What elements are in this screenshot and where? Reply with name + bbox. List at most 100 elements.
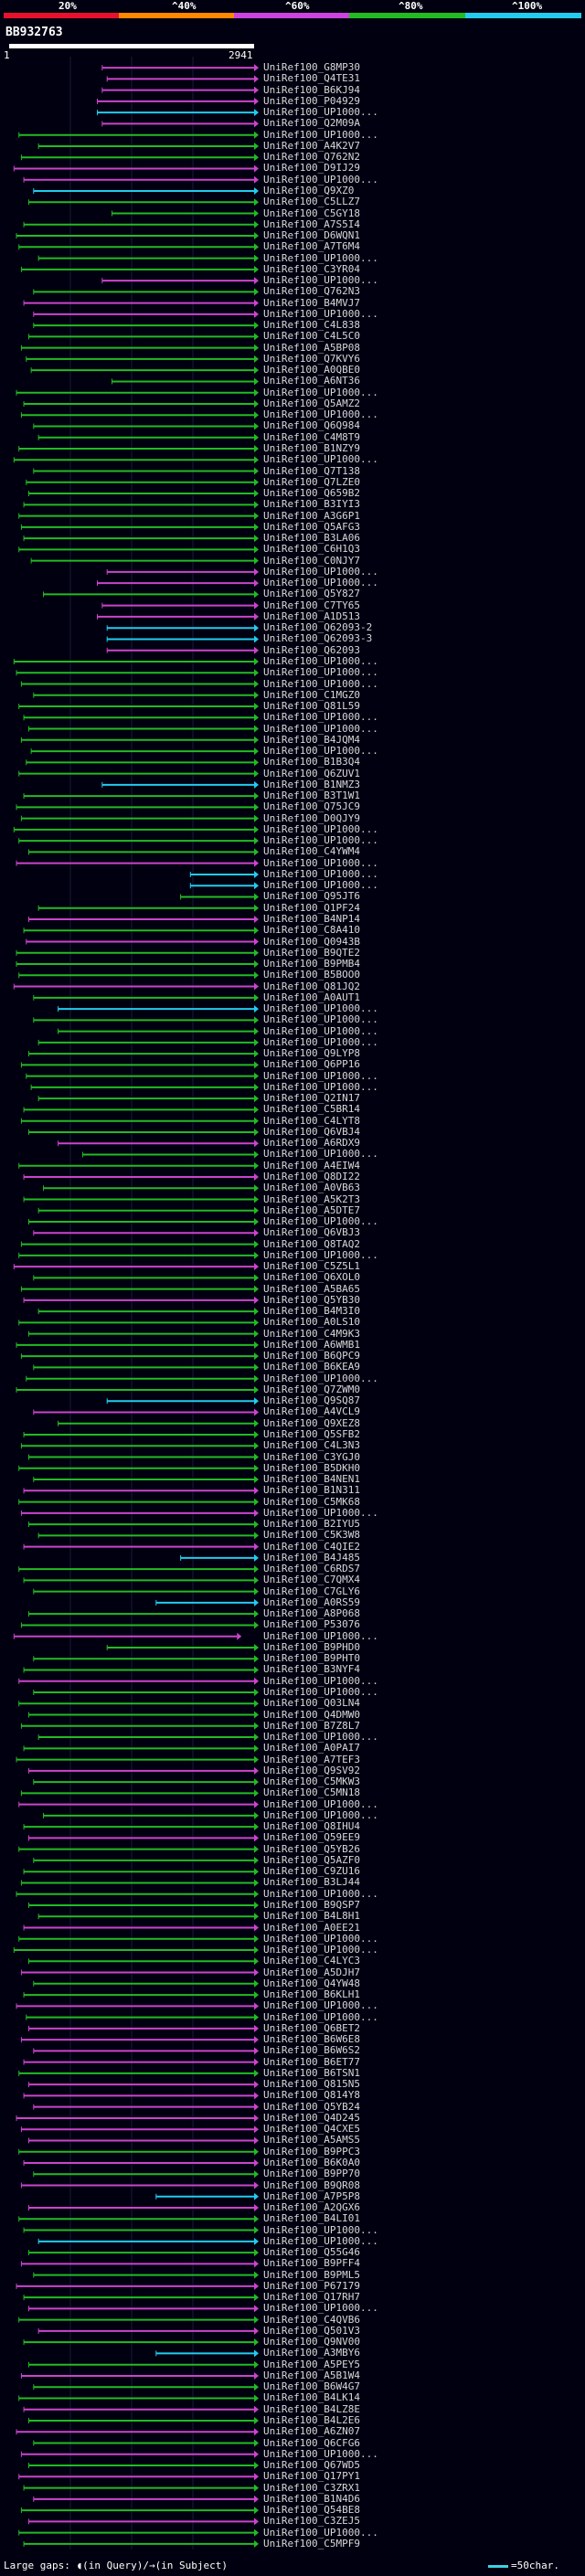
hit-label[interactable]: UniRef100_P67179: [263, 2279, 360, 2292]
hit-label[interactable]: UniRef100_UP1000...: [263, 1629, 378, 1642]
hit-label[interactable]: UniRef100_Q54BE8: [263, 2504, 360, 2517]
hit-label[interactable]: UniRef100_A8P068: [263, 1607, 360, 1620]
hit-label[interactable]: UniRef100_B3LJ44: [263, 1876, 360, 1889]
hit-label[interactable]: UniRef100_A0LS10: [263, 1316, 360, 1329]
hit-label[interactable]: UniRef100_B9PHD0: [263, 1640, 360, 1653]
hit-label[interactable]: UniRef100_UP1000...: [263, 666, 378, 679]
hit-label[interactable]: UniRef100_A5DJH7: [263, 1966, 360, 1978]
hit-label[interactable]: UniRef100_B1NZY9: [263, 442, 360, 454]
hit-label[interactable]: UniRef100_B7Z8L7: [263, 1719, 360, 1732]
hit-label[interactable]: UniRef100_B1NMZ3: [263, 778, 360, 790]
hit-label[interactable]: UniRef100_Q6PP16: [263, 1058, 360, 1071]
hit-label[interactable]: UniRef100_Q6VBJ3: [263, 1226, 360, 1239]
hit-label[interactable]: UniRef100_C5BR14: [263, 1103, 360, 1116]
hit-label[interactable]: UniRef100_Q9LYP8: [263, 1047, 360, 1060]
hit-label[interactable]: UniRef100_Q9XEZ8: [263, 1416, 360, 1429]
hit-label[interactable]: UniRef100_Q6CFG6: [263, 2436, 360, 2449]
hit-label[interactable]: UniRef100_A6NT36: [263, 375, 360, 387]
hit-label[interactable]: UniRef100_UP1000...: [263, 274, 378, 287]
hit-label[interactable]: UniRef100_C4LYT8: [263, 1114, 360, 1127]
hit-label[interactable]: UniRef100_UP1000...: [263, 1674, 378, 1687]
hit-label[interactable]: UniRef100_C5MKW3: [263, 1776, 360, 1788]
hit-label[interactable]: UniRef100_UP1000...: [263, 1248, 378, 1261]
hit-label[interactable]: UniRef100_Q6VBJ4: [263, 1125, 360, 1138]
hit-label[interactable]: UniRef100_Q8DI22: [263, 1170, 360, 1182]
hit-label[interactable]: UniRef100_A4VCL9: [263, 1405, 360, 1418]
hit-label[interactable]: UniRef100_UP1000...: [263, 1002, 378, 1015]
hit-label[interactable]: UniRef100_C5GY18: [263, 207, 360, 219]
hit-label[interactable]: UniRef100_Q5YB30: [263, 1293, 360, 1306]
hit-label[interactable]: UniRef100_UP1000...: [263, 173, 378, 186]
hit-label[interactable]: UniRef100_C5MK68: [263, 1495, 360, 1508]
hit-label[interactable]: UniRef100_A5B1W4: [263, 2369, 360, 2381]
hit-label[interactable]: UniRef100_Q81JQ2: [263, 980, 360, 992]
hit-label[interactable]: UniRef100_C5MN18: [263, 1786, 360, 1799]
hit-label[interactable]: UniRef100_UP1000...: [263, 251, 378, 264]
hit-label[interactable]: UniRef100_A0EE21: [263, 1921, 360, 1934]
hit-label[interactable]: UniRef100_A4K2V7: [263, 139, 360, 152]
hit-label[interactable]: UniRef100_UP1000...: [263, 2234, 378, 2247]
hit-label[interactable]: UniRef100_Q62093: [263, 643, 360, 656]
hit-label[interactable]: UniRef100_B9PPC3: [263, 2145, 360, 2157]
hit-label[interactable]: UniRef100_Q95JT6: [263, 890, 360, 903]
hit-label[interactable]: UniRef100_UP1000...: [263, 1069, 378, 1082]
hit-label[interactable]: UniRef100_C5LLZ7: [263, 196, 360, 208]
hit-label[interactable]: UniRef100_UP1000...: [263, 1215, 378, 1228]
hit-label[interactable]: UniRef100_Q762N3: [263, 285, 360, 298]
hit-label[interactable]: UniRef100_C3ZEJ5: [263, 2515, 360, 2528]
hit-label[interactable]: UniRef100_B6KEA9: [263, 1361, 360, 1373]
hit-label[interactable]: UniRef100_Q6BET2: [263, 2021, 360, 2034]
hit-label[interactable]: UniRef100_B4M3I0: [263, 1305, 360, 1318]
hit-label[interactable]: UniRef100_C5K3W8: [263, 1529, 360, 1542]
hit-label[interactable]: UniRef100_B4LZ8E: [263, 2402, 360, 2415]
hit-label[interactable]: UniRef100_Q9SQ87: [263, 1394, 360, 1407]
hit-label[interactable]: UniRef100_Q75JC9: [263, 800, 360, 813]
hit-label[interactable]: UniRef100_UP1000...: [263, 822, 378, 835]
hit-label[interactable]: UniRef100_C9ZU16: [263, 1865, 360, 1878]
hit-label[interactable]: UniRef100_P53076: [263, 1618, 360, 1631]
hit-label[interactable]: UniRef100_Q8IHU4: [263, 1820, 360, 1833]
hit-label[interactable]: UniRef100_A6RDX9: [263, 1137, 360, 1150]
hit-label[interactable]: UniRef100_UP1000...: [263, 453, 378, 466]
hit-label[interactable]: UniRef100_UP1000...: [263, 834, 378, 847]
hit-label[interactable]: UniRef100_A5BP08: [263, 341, 360, 354]
hit-label[interactable]: UniRef100_UP1000...: [263, 2010, 378, 2023]
hit-label[interactable]: UniRef100_B3T1W1: [263, 790, 360, 802]
hit-label[interactable]: UniRef100_Q4DMW0: [263, 1708, 360, 1721]
hit-label[interactable]: UniRef100_Q62093-2: [263, 621, 373, 634]
hit-label[interactable]: UniRef100_B9PHT0: [263, 1652, 360, 1665]
hit-label[interactable]: UniRef100_UP1000...: [263, 654, 378, 667]
hit-label[interactable]: UniRef100_C0NJY7: [263, 554, 360, 567]
hit-label[interactable]: UniRef100_A1D513: [263, 610, 360, 622]
hit-label[interactable]: UniRef100_UP1000...: [263, 1506, 378, 1519]
hit-label[interactable]: UniRef100_B1N311: [263, 1484, 360, 1497]
hit-label[interactable]: UniRef100_C6H1Q3: [263, 543, 360, 556]
hit-label[interactable]: UniRef100_Q5AFG3: [263, 520, 360, 533]
hit-label[interactable]: UniRef100_UP1000...: [263, 1013, 378, 1026]
hit-label[interactable]: UniRef100_A0AUT1: [263, 991, 360, 1003]
hit-label[interactable]: UniRef100_C4M9K3: [263, 1327, 360, 1340]
hit-label[interactable]: UniRef100_C7GLY6: [263, 1585, 360, 1597]
hit-label[interactable]: UniRef100_B6W4G7: [263, 2380, 360, 2393]
hit-label[interactable]: UniRef100_UP1000...: [263, 1932, 378, 1945]
hit-label[interactable]: UniRef100_B4L8H1: [263, 1910, 360, 1923]
hit-label[interactable]: UniRef100_Q67WD5: [263, 2459, 360, 2472]
hit-label[interactable]: UniRef100_B6W6E8: [263, 2033, 360, 2046]
hit-label[interactable]: UniRef100_A0VB63: [263, 1182, 360, 1194]
hit-label[interactable]: UniRef100_A5BA65: [263, 1282, 360, 1295]
hit-label[interactable]: UniRef100_Q5YB26: [263, 1842, 360, 1855]
hit-label[interactable]: UniRef100_Q2M09A: [263, 117, 360, 130]
hit-label[interactable]: UniRef100_C3YGJ0: [263, 1450, 360, 1463]
hit-label[interactable]: UniRef100_B1N4D6: [263, 2492, 360, 2505]
hit-label[interactable]: UniRef100_C4L3N3: [263, 1439, 360, 1452]
hit-label[interactable]: UniRef100_Q17RH7: [263, 2291, 360, 2304]
hit-label[interactable]: UniRef100_C5Z5L1: [263, 1260, 360, 1273]
hit-label[interactable]: UniRef100_A5K2T3: [263, 1193, 360, 1205]
hit-label[interactable]: UniRef100_A0QBE0: [263, 364, 360, 376]
hit-label[interactable]: UniRef100_Q6ZUV1: [263, 767, 360, 779]
hit-label[interactable]: UniRef100_UP1000...: [263, 2526, 378, 2539]
hit-label[interactable]: UniRef100_B9PFF4: [263, 2257, 360, 2270]
hit-label[interactable]: UniRef100_A6ZN07: [263, 2425, 360, 2438]
hit-label[interactable]: UniRef100_Q5YB24: [263, 2100, 360, 2113]
hit-label[interactable]: UniRef100_UP1000...: [263, 677, 378, 690]
